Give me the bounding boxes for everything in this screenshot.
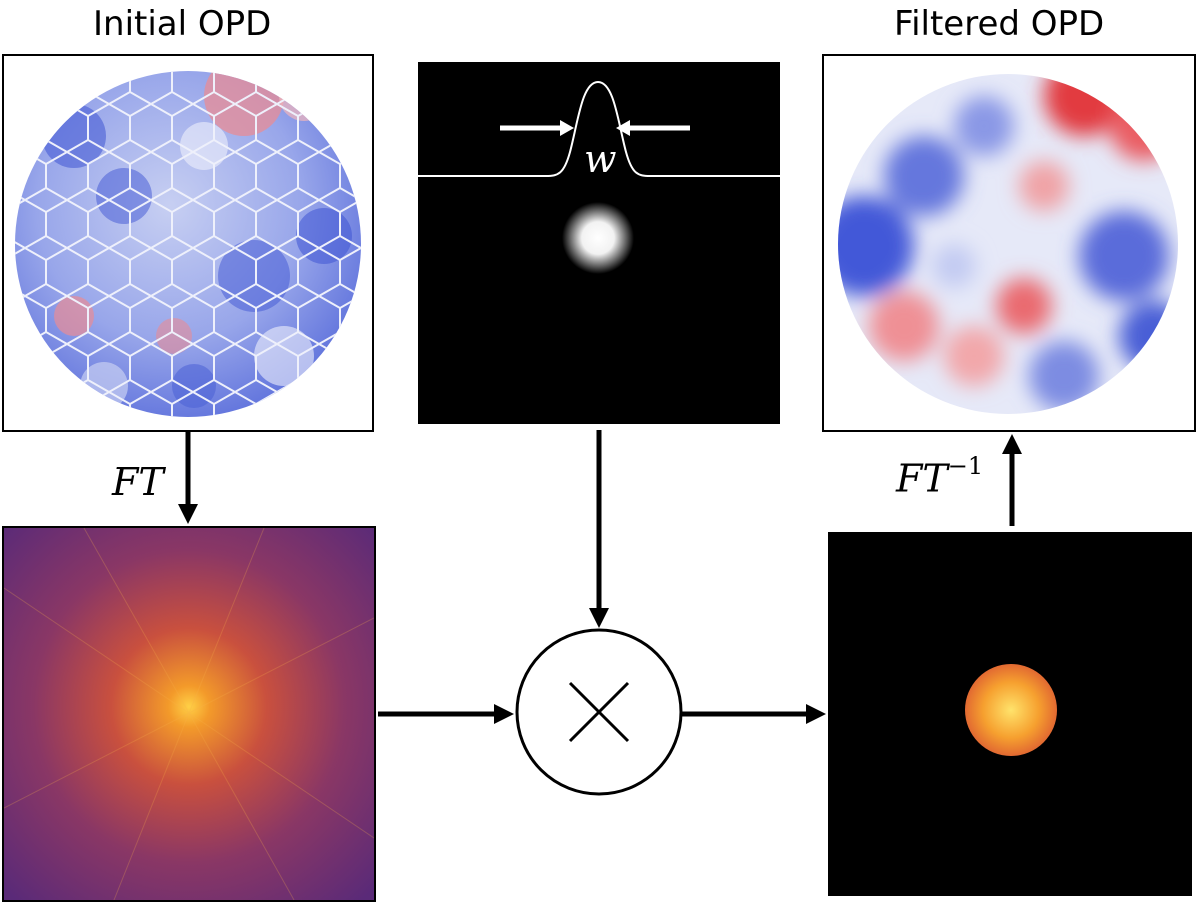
inverse-ft-label: FT−1 [896, 452, 983, 501]
filtered-spectrum-disc [965, 664, 1057, 756]
initial-opd-panel [2, 54, 374, 432]
initial-opd-title: Initial OPD [93, 4, 272, 44]
ft-label: FT [112, 460, 164, 504]
filtered-opd-title: Filtered OPD [894, 4, 1105, 44]
gaussian-profile-curve [418, 80, 780, 177]
initial-opd-map [15, 71, 361, 417]
gaussian-filter-panel: w [418, 62, 780, 424]
gaussian-spot [562, 202, 634, 274]
spectrum-image [4, 528, 374, 900]
filtered-spectrum-panel [828, 532, 1192, 896]
filtered-opd-panel [822, 54, 1196, 432]
spectrum-panel [2, 526, 376, 902]
inverse-ft-base: FT [896, 456, 948, 501]
filtered-spectrum-image [828, 532, 1192, 896]
width-label: w [584, 137, 617, 181]
inverse-ft-exponent: −1 [947, 452, 984, 480]
filtered-opd-map [838, 74, 1178, 414]
spectrum-streaks [4, 528, 374, 900]
gaussian-filter-image: w [418, 62, 780, 424]
